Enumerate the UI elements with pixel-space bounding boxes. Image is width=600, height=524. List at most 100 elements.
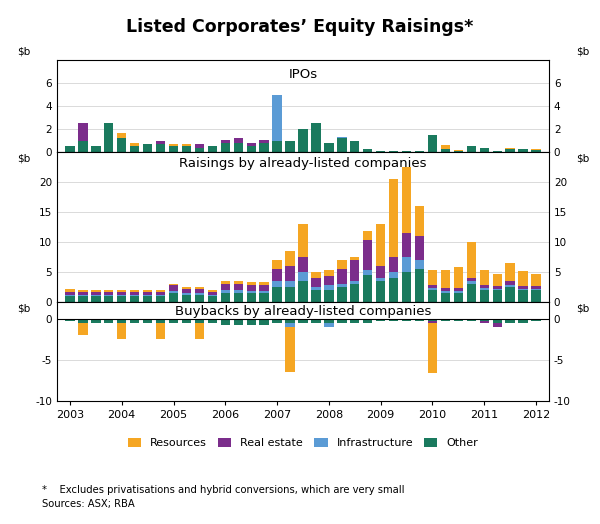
Bar xyxy=(467,278,476,281)
Bar xyxy=(428,288,437,290)
Bar xyxy=(221,293,230,302)
Bar xyxy=(286,319,295,323)
Bar xyxy=(454,150,463,151)
Bar xyxy=(505,149,515,152)
Bar xyxy=(532,319,541,321)
Bar xyxy=(182,147,191,152)
Bar xyxy=(117,138,127,152)
Bar xyxy=(286,287,295,302)
Bar xyxy=(532,286,541,289)
Bar xyxy=(286,281,295,287)
Bar xyxy=(505,287,515,302)
Bar xyxy=(182,295,191,302)
Bar xyxy=(130,290,139,292)
Bar xyxy=(428,285,437,288)
Bar xyxy=(195,323,204,339)
Bar xyxy=(389,151,398,152)
Bar xyxy=(221,139,230,143)
Bar xyxy=(169,319,178,323)
Bar xyxy=(117,323,127,339)
Bar xyxy=(169,291,178,293)
Bar xyxy=(363,270,373,275)
Bar xyxy=(337,319,347,323)
Bar xyxy=(518,271,528,286)
Bar xyxy=(428,270,437,285)
Bar xyxy=(505,319,515,323)
Bar xyxy=(350,281,359,284)
Bar xyxy=(324,285,334,290)
Bar xyxy=(479,290,489,302)
Bar xyxy=(65,147,74,152)
Bar xyxy=(337,287,347,302)
Bar xyxy=(78,295,88,296)
Bar xyxy=(479,285,489,288)
Bar xyxy=(389,257,398,272)
Text: $b: $b xyxy=(17,303,30,313)
Bar xyxy=(376,319,385,321)
Bar xyxy=(363,319,373,323)
Bar xyxy=(78,124,88,141)
Bar xyxy=(272,319,282,323)
Bar xyxy=(195,148,204,152)
Bar xyxy=(415,151,424,152)
Bar xyxy=(479,148,489,152)
Bar xyxy=(156,144,165,152)
Bar xyxy=(91,290,101,292)
Bar xyxy=(169,147,178,152)
Bar xyxy=(130,147,139,152)
Bar xyxy=(195,289,204,293)
Bar xyxy=(454,319,463,321)
Text: $b: $b xyxy=(576,153,589,163)
Bar xyxy=(311,272,320,278)
Bar xyxy=(91,319,101,323)
Bar xyxy=(208,295,217,296)
Bar xyxy=(298,272,308,281)
Bar xyxy=(286,251,295,266)
Bar xyxy=(518,319,528,323)
Bar xyxy=(169,283,178,285)
Bar xyxy=(505,285,515,287)
Bar xyxy=(324,323,334,327)
Bar xyxy=(350,141,359,152)
Bar xyxy=(518,289,528,290)
Bar xyxy=(467,242,476,278)
Bar xyxy=(298,257,308,272)
Text: IPOs: IPOs xyxy=(289,68,317,81)
Bar xyxy=(247,143,256,147)
Bar xyxy=(298,129,308,152)
Bar xyxy=(311,319,320,323)
Bar xyxy=(376,224,385,266)
Bar xyxy=(221,284,230,290)
Bar xyxy=(467,284,476,302)
Text: Buybacks by already-listed companies: Buybacks by already-listed companies xyxy=(175,305,431,318)
Bar xyxy=(311,124,320,152)
Bar xyxy=(272,260,282,269)
Bar xyxy=(208,296,217,302)
Bar xyxy=(259,291,269,293)
Bar xyxy=(65,319,74,321)
Bar xyxy=(441,145,450,149)
Bar xyxy=(337,260,347,269)
Bar xyxy=(208,147,217,152)
Bar xyxy=(324,290,334,302)
Bar xyxy=(65,295,74,296)
Bar xyxy=(428,321,437,323)
Bar xyxy=(104,295,113,296)
Bar xyxy=(402,272,411,302)
Bar xyxy=(454,293,463,302)
Bar xyxy=(441,291,450,293)
Bar xyxy=(493,151,502,152)
Bar xyxy=(91,296,101,302)
Bar xyxy=(143,290,152,292)
Bar xyxy=(505,263,515,280)
Bar xyxy=(272,281,282,287)
Bar xyxy=(233,284,243,290)
Bar xyxy=(156,292,165,295)
Bar xyxy=(247,291,256,293)
Bar xyxy=(376,151,385,152)
Bar xyxy=(78,319,88,323)
Bar xyxy=(389,179,398,257)
Bar xyxy=(221,319,230,325)
Bar xyxy=(233,319,243,325)
Bar xyxy=(415,269,424,302)
